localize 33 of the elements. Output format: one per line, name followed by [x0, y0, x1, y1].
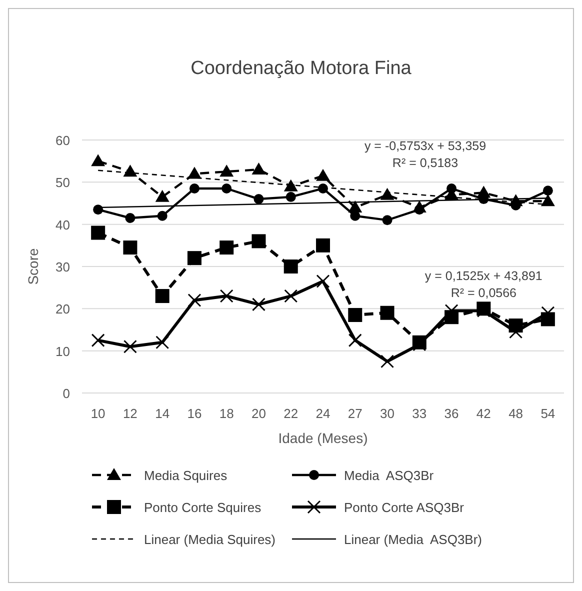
y-tick-label: 30 — [56, 260, 70, 274]
x-tick-label: 16 — [187, 406, 202, 421]
legend-label: Media Squires — [144, 468, 228, 483]
x-axis-title: Idade (Meses) — [278, 430, 368, 446]
x-tick-label: 54 — [540, 406, 556, 421]
chart-title: Coordenação Motora Fina — [190, 58, 412, 79]
y-tick-label: 60 — [56, 133, 70, 148]
x-tick-label: 27 — [348, 406, 362, 421]
legend-label: Ponto Corte Squires — [144, 500, 262, 515]
y-tick-label: 20 — [56, 302, 70, 317]
x-tick-label: 36 — [444, 406, 459, 421]
y-axis-title: Score — [25, 248, 41, 285]
y-tick-label: 50 — [56, 175, 70, 190]
legend-label: Linear (Media ASQ3Br) — [344, 532, 482, 547]
annotation: y = 0,1525x + 43,891 R² = 0,0566 — [424, 269, 542, 300]
x-tick-label: 14 — [155, 406, 170, 421]
legend-label: Media ASQ3Br — [344, 468, 434, 483]
x-tick-label: 10 — [90, 406, 106, 421]
x-tick-label: 20 — [252, 406, 266, 421]
x-tick-label: 22 — [284, 406, 298, 421]
legend-label: Linear (Media Squires) — [144, 532, 276, 547]
legend-label: Ponto Corte ASQ3Br — [344, 500, 465, 515]
x-tick-label: 12 — [122, 406, 138, 421]
y-tick-label: 40 — [56, 217, 70, 232]
x-tick-label: 30 — [380, 406, 394, 421]
x-tick-label: 18 — [219, 406, 234, 421]
x-tick-label: 24 — [316, 406, 330, 421]
x-tick-label: 48 — [508, 406, 524, 421]
x-tick-label: 33 — [412, 406, 427, 421]
x-tick-label: 42 — [476, 406, 491, 421]
y-tick-label: 10 — [56, 344, 70, 359]
annotation: y = -0,5753x + 53,359 R² = 0,5183 — [364, 139, 486, 170]
y-tick-label: 0 — [62, 386, 70, 401]
